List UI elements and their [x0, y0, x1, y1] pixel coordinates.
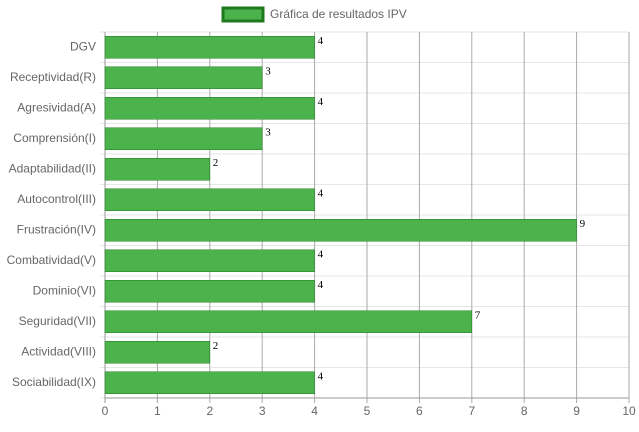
- bar[interactable]: [104, 127, 263, 150]
- legend-label[interactable]: Gráfica de resultados IPV: [270, 7, 407, 21]
- x-tick-label: 7: [468, 404, 475, 418]
- x-tick-label: 10: [622, 404, 636, 418]
- x-tick-label: 5: [364, 404, 371, 418]
- value-label: 7: [475, 309, 481, 321]
- value-label: 9: [580, 218, 586, 230]
- y-tick-label: Dominio(VI): [33, 283, 96, 297]
- bar[interactable]: [104, 188, 315, 211]
- bar[interactable]: [104, 219, 577, 242]
- value-label: 4: [318, 96, 324, 108]
- x-tick-label: 3: [259, 404, 266, 418]
- bar[interactable]: [104, 249, 315, 272]
- y-tick-label: Combatividad(V): [7, 253, 96, 267]
- value-label: 4: [318, 35, 324, 47]
- x-tick-label: 0: [102, 404, 109, 418]
- legend-swatch[interactable]: [221, 6, 265, 23]
- y-tick-label: Comprensión(I): [13, 131, 96, 145]
- y-tick-label: DGV: [70, 39, 96, 53]
- value-label: 3: [265, 65, 271, 77]
- y-tick-label: Actividad(VIII): [21, 344, 96, 358]
- x-tick-label: 6: [416, 404, 423, 418]
- value-label: 4: [318, 370, 324, 382]
- bar[interactable]: [104, 310, 473, 333]
- y-tick-label: Receptividad(R): [10, 70, 96, 84]
- x-tick-label: 9: [573, 404, 580, 418]
- y-tick-label: Seguridad(VII): [19, 314, 96, 328]
- value-label: 3: [265, 126, 271, 138]
- y-tick-label: Adaptabilidad(II): [9, 161, 96, 175]
- y-tick-label: Frustración(IV): [17, 222, 96, 236]
- y-tick-label: Agresividad(A): [17, 100, 96, 114]
- x-tick-label: 8: [521, 404, 528, 418]
- bar[interactable]: [104, 158, 211, 181]
- y-tick-label: Autocontrol(III): [17, 192, 96, 206]
- value-label: 4: [318, 248, 324, 260]
- y-tick-label: Sociabilidad(IX): [12, 375, 96, 389]
- bar[interactable]: [104, 341, 211, 364]
- bar[interactable]: [104, 280, 315, 303]
- bar[interactable]: [104, 371, 315, 394]
- bar[interactable]: [104, 97, 315, 120]
- value-label: 2: [213, 340, 219, 352]
- x-tick-label: 1: [154, 404, 161, 418]
- bar[interactable]: [104, 36, 315, 59]
- value-label: 4: [318, 279, 324, 291]
- bar[interactable]: [104, 66, 263, 89]
- x-tick-label: 2: [206, 404, 213, 418]
- x-tick-label: 4: [311, 404, 318, 418]
- value-label: 4: [318, 187, 324, 199]
- value-label: 2: [213, 157, 219, 169]
